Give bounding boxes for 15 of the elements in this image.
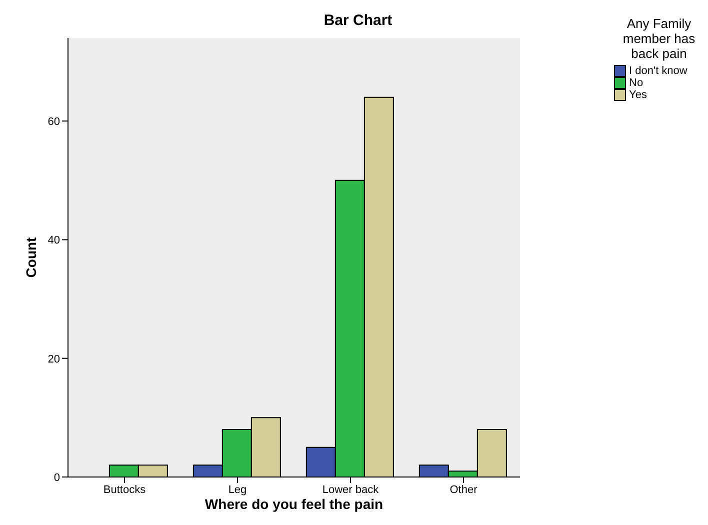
x-tick-label: Other [450, 484, 478, 496]
y-tick-label: 60 [48, 116, 60, 128]
x-tick-label: Leg [228, 484, 247, 496]
x-axis-title: Where do you feel the pain [204, 496, 384, 512]
legend-label: No [629, 77, 644, 89]
x-tick-label: Buttocks [103, 484, 146, 496]
legend-title: Any Family member has back pain [622, 16, 696, 61]
x-tick-label: Lower back [322, 484, 380, 496]
y-tick-label: 20 [48, 353, 60, 366]
y-axis-title: Count [22, 236, 39, 278]
legend-label: Yes [629, 89, 647, 101]
y-tick-label: 40 [48, 234, 60, 247]
y-tick-label: 0 [54, 472, 60, 484]
chart-title: Bar Chart [324, 12, 392, 29]
legend-label: I don't know [629, 65, 688, 77]
